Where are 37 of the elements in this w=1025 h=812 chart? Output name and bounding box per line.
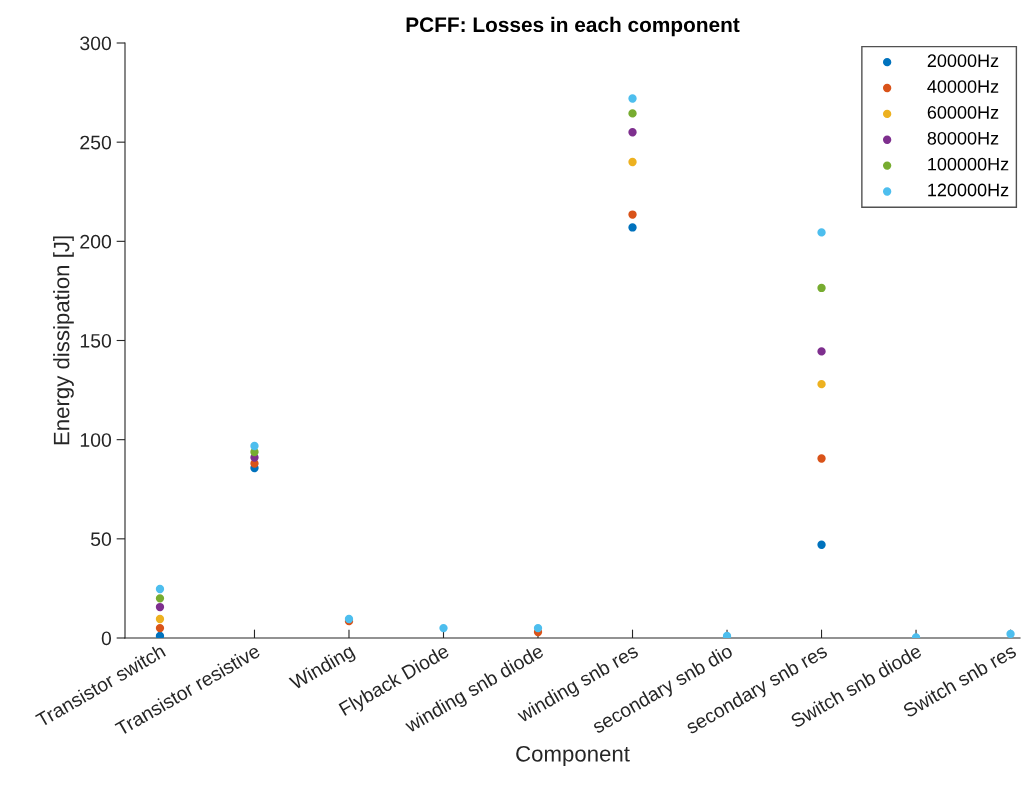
point — [817, 379, 826, 389]
legend-label: 100000Hz — [928, 157, 1009, 171]
y-tick-label: 150 — [80, 333, 112, 348]
point — [155, 594, 165, 603]
point — [628, 157, 637, 167]
point — [1006, 629, 1015, 638]
point — [817, 283, 826, 293]
point — [628, 223, 637, 232]
point — [628, 109, 637, 118]
y-axis-title: Energy dissipation [J] — [53, 236, 74, 445]
y-tick-label: 0 — [101, 631, 112, 646]
point — [155, 631, 165, 638]
point — [817, 228, 826, 237]
point — [722, 631, 732, 638]
y-tick-label: 200 — [80, 234, 112, 249]
legend-label: 60000Hz — [927, 106, 999, 119]
point — [155, 602, 165, 612]
y-tick-label: 250 — [80, 135, 112, 150]
legend-label: 20000Hz — [927, 54, 999, 68]
legend-label: 120000Hz — [928, 183, 1009, 197]
x-axis-title: Component — [516, 745, 630, 767]
point — [533, 623, 543, 633]
point — [155, 584, 165, 594]
point — [155, 614, 165, 624]
y-tick-label: 50 — [90, 532, 112, 547]
point — [817, 347, 826, 356]
point — [817, 540, 826, 549]
point — [628, 210, 637, 219]
point — [439, 623, 448, 633]
legend-label: 40000Hz — [927, 80, 999, 93]
point — [155, 623, 165, 633]
point — [250, 441, 259, 451]
point — [628, 128, 637, 137]
legend-label: 80000Hz — [927, 131, 999, 145]
y-tick-label: 100 — [80, 433, 112, 447]
chart-title: PCFF: Losses in each component — [406, 16, 740, 37]
y-tick-label: 300 — [80, 36, 112, 51]
